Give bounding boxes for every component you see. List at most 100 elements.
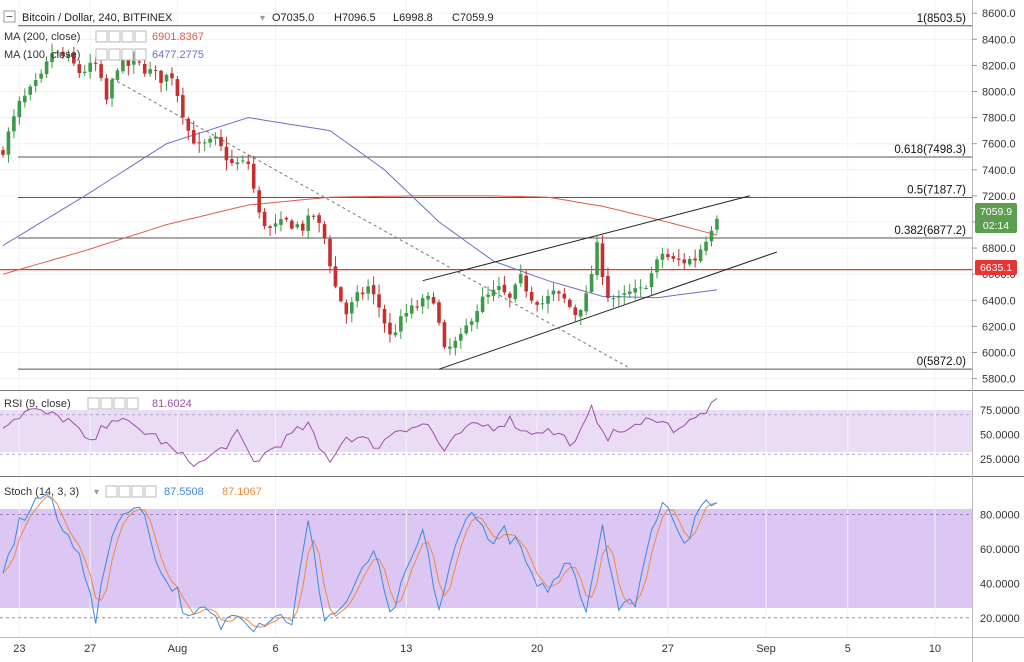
candle-body (698, 249, 703, 261)
candle-body (284, 217, 289, 220)
close-icon[interactable] (134, 48, 147, 61)
add-icon[interactable] (121, 48, 134, 61)
candle-body (497, 286, 501, 290)
candle-body (687, 258, 692, 265)
ohlc-low: L6998.8 (393, 12, 433, 24)
candle-body (568, 299, 572, 307)
ma200-controls[interactable] (95, 30, 147, 43)
candle-body (93, 62, 98, 64)
ohlc-close: C7059.9 (452, 12, 494, 24)
trendlines[interactable] (111, 78, 778, 370)
candle-body (66, 54, 71, 58)
close-icon[interactable] (134, 30, 147, 43)
stoch-tick-label: 80.0000 (980, 509, 1020, 521)
candle-body (241, 160, 245, 162)
price-tick-label: 8600.0 (982, 8, 1016, 20)
symbol-dropdown-icon[interactable]: ▾ (260, 13, 265, 24)
stoch-controls[interactable] (105, 485, 157, 498)
add-icon[interactable] (113, 397, 126, 410)
candle-body (181, 95, 185, 118)
candle-body (404, 312, 409, 317)
candle-body (246, 161, 251, 164)
ma200-line (2, 195, 718, 275)
candle-body (491, 289, 496, 296)
ma200-value: 6901.8367 (152, 31, 204, 43)
candle-body (164, 74, 169, 82)
settings-icon[interactable] (100, 397, 113, 410)
ma100-controls[interactable] (95, 48, 147, 61)
candle-body (502, 284, 507, 293)
candle-body (202, 142, 207, 144)
candle-body (72, 52, 76, 64)
candle-body (715, 218, 719, 230)
candle-body (513, 284, 518, 300)
candle-body (82, 71, 87, 73)
fib-levels: 1(8503.5) 0.618(7498.3) 0.5(7187.7) 0.382(6… (0, 13, 972, 370)
settings-icon[interactable] (118, 485, 131, 498)
price-tick-label: 8400.0 (982, 34, 1016, 46)
chart-header: Bitcoin / Dollar, 240, BITFINEX ▾ O7035.… (3, 10, 494, 498)
candle-body (486, 294, 490, 297)
candle-body (121, 59, 125, 72)
axes: 8600.0 8400.0 8200.0 8000.0 7800.0 7600.0 7400… (13, 8, 1020, 655)
settings-icon[interactable] (108, 48, 121, 61)
support-price-label: 6635.1 (975, 260, 1017, 275)
close-icon[interactable] (144, 485, 157, 498)
stoch-k-value: 87.5508 (164, 486, 204, 498)
support-value: 6635.1 (980, 262, 1012, 274)
ma100-value: 6477.2775 (152, 49, 204, 61)
add-icon[interactable] (121, 30, 134, 43)
candle-body (431, 297, 436, 304)
candle-body (295, 224, 300, 228)
candle-body (322, 224, 327, 238)
symbol-title: Bitcoin / Dollar, 240, BITFINEX (22, 12, 173, 24)
candle-body (524, 275, 528, 292)
candle-body (360, 292, 365, 295)
eye-icon[interactable] (95, 30, 108, 43)
candle-body (126, 59, 131, 66)
eye-icon[interactable] (95, 48, 108, 61)
time-tick-label: 23 (13, 643, 25, 655)
close-icon[interactable] (126, 397, 139, 410)
candle-body (235, 162, 240, 165)
candle-body (23, 95, 27, 103)
candle-body (350, 302, 354, 314)
candle-body (77, 64, 82, 74)
candle-body (508, 293, 512, 298)
candle-body (55, 51, 60, 53)
candle-body (273, 223, 278, 227)
candle-body (159, 70, 163, 83)
candle-body (99, 64, 103, 78)
rsi-tick-label: 25.0000 (980, 454, 1020, 466)
candle-body (682, 259, 687, 264)
stoch-dropdown-icon[interactable]: ▾ (94, 487, 99, 498)
eye-icon[interactable] (105, 485, 118, 498)
add-icon[interactable] (131, 485, 144, 498)
price-tick-label: 5800.0 (982, 374, 1016, 386)
candle-body (606, 275, 610, 299)
price-tick-label: 7800.0 (982, 113, 1016, 125)
candle-body (137, 61, 142, 63)
stoch-tick-label: 40.0000 (980, 578, 1020, 590)
candle-body (268, 226, 272, 228)
rsi-label: RSI (9, close) (4, 398, 71, 410)
ma100-line (2, 117, 718, 299)
price-tick-label: 7200.0 (982, 191, 1016, 203)
candle-body (262, 211, 267, 227)
grid-layer (0, 0, 972, 637)
candle-body (677, 258, 681, 260)
candle-body (655, 259, 659, 273)
candle-body (306, 215, 310, 231)
candle-body (366, 286, 370, 294)
eye-icon[interactable] (87, 397, 100, 410)
rsi-controls[interactable] (87, 397, 139, 410)
price-tick-label: 7400.0 (982, 165, 1016, 177)
candle-body (573, 307, 578, 316)
candle-body (175, 79, 180, 96)
candle-body (535, 302, 539, 305)
settings-icon[interactable] (108, 30, 121, 43)
candle-body (589, 274, 594, 292)
candle-body (448, 346, 452, 349)
